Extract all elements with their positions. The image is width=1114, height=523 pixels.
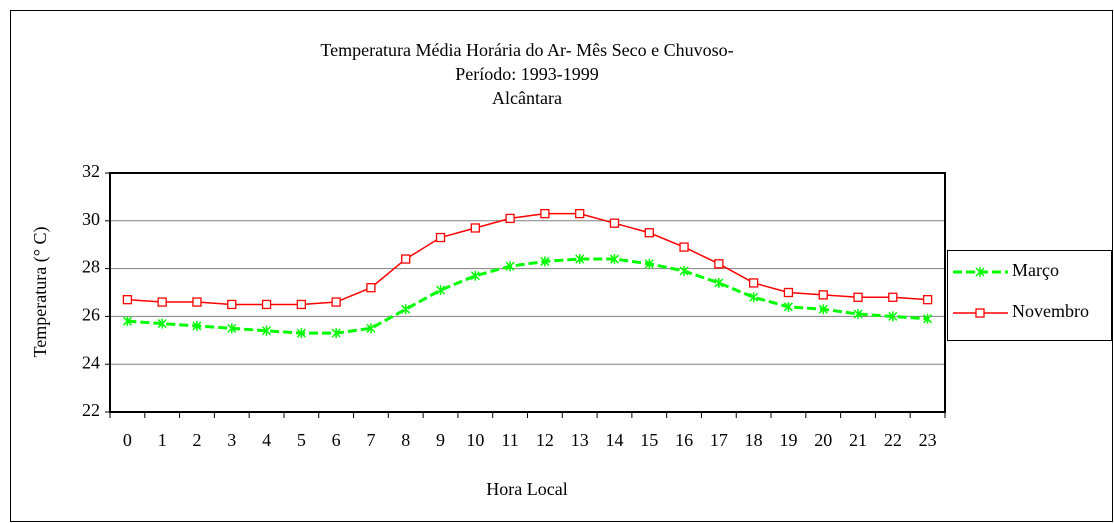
x-tick-label: 21: [849, 430, 867, 450]
marker: [818, 290, 828, 300]
chart-title: Temperatura Média Horária do Ar- Mês Sec…: [320, 40, 733, 60]
marker: [783, 287, 794, 298]
x-tick-label: 18: [745, 430, 763, 450]
y-tick-label: 30: [82, 209, 100, 229]
marker: [331, 297, 341, 307]
x-tick-label: 20: [814, 430, 832, 450]
marker: [975, 308, 985, 318]
chart-title: Período: 1993-1999: [455, 64, 599, 84]
y-tick-label: 28: [82, 257, 100, 277]
marker: [227, 323, 237, 334]
marker: [540, 208, 550, 219]
marker: [748, 278, 759, 288]
marker: [505, 261, 515, 272]
x-tick-label: 23: [919, 430, 937, 450]
marker: [644, 228, 654, 238]
marker: [888, 292, 898, 302]
x-tick-label: 16: [675, 430, 693, 450]
y-axis-label: Temperatura (° C): [30, 227, 51, 358]
marker: [470, 223, 480, 233]
marker: [122, 295, 133, 305]
marker: [122, 316, 132, 327]
marker: [296, 328, 306, 339]
marker: [888, 311, 898, 322]
series-line: [127, 257, 928, 335]
marker: [192, 320, 202, 331]
x-tick-label: 12: [536, 430, 554, 450]
legend: [947, 250, 1112, 341]
marker: [505, 213, 515, 224]
marker: [540, 256, 550, 267]
marker: [261, 299, 272, 310]
marker: [609, 254, 620, 265]
marker: [296, 299, 307, 310]
marker: [679, 265, 689, 276]
marker: [975, 267, 985, 277]
marker: [575, 208, 585, 219]
x-tick-label: 4: [262, 430, 271, 450]
marker: [401, 304, 411, 315]
marker: [679, 242, 689, 252]
x-tick-label: 10: [466, 430, 484, 450]
marker: [853, 292, 863, 302]
marker: [644, 258, 654, 269]
marker: [853, 309, 863, 320]
y-tick-label: 26: [82, 305, 100, 325]
legend-label: Novembro: [1012, 301, 1089, 321]
marker: [922, 295, 933, 305]
x-tick-label: 11: [501, 430, 518, 450]
x-tick-label: 3: [227, 430, 236, 450]
marker: [923, 313, 933, 324]
marker: [714, 259, 724, 269]
x-tick-label: 1: [158, 430, 167, 450]
x-tick-label: 15: [640, 430, 658, 450]
marker: [714, 277, 724, 288]
x-tick-label: 5: [297, 430, 306, 450]
x-tick-label: 13: [571, 430, 589, 450]
x-tick-label: 8: [401, 430, 410, 450]
marker: [331, 328, 341, 339]
marker: [435, 232, 446, 243]
marker: [157, 318, 167, 329]
x-tick-label: 6: [332, 430, 341, 450]
chart-title: Alcântara: [492, 88, 562, 108]
x-tick-label: 2: [192, 430, 201, 450]
x-tick-label: 9: [436, 430, 445, 450]
marker: [575, 254, 585, 265]
x-tick-label: 7: [366, 430, 375, 450]
chart-border: [10, 10, 1113, 522]
x-tick-label: 19: [779, 430, 797, 450]
marker: [192, 297, 202, 307]
y-tick-label: 32: [82, 161, 100, 181]
x-tick-label: 17: [710, 430, 728, 450]
marker: [435, 285, 446, 296]
marker: [157, 297, 167, 307]
y-tick-label: 22: [82, 400, 100, 420]
marker: [262, 325, 272, 336]
marker: [366, 323, 376, 334]
x-axis-label: Hora Local: [486, 479, 567, 499]
marker: [818, 304, 828, 315]
marker: [470, 270, 480, 281]
marker: [366, 283, 376, 293]
x-tick-label: 14: [605, 430, 623, 450]
marker: [401, 254, 411, 264]
marker: [227, 299, 237, 310]
series-line: [127, 212, 928, 306]
marker: [609, 218, 620, 228]
y-tick-label: 24: [82, 352, 100, 372]
series-markers: [122, 254, 933, 339]
marker: [749, 292, 759, 303]
x-tick-label: 0: [123, 430, 132, 450]
legend-label: Março: [1012, 260, 1059, 280]
x-tick-label: 22: [884, 430, 902, 450]
series-markers: [122, 208, 933, 310]
marker: [783, 301, 793, 312]
